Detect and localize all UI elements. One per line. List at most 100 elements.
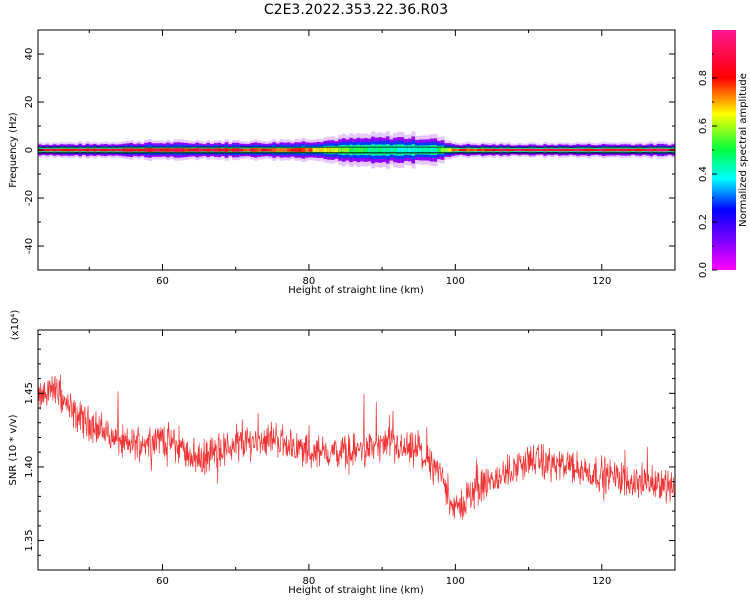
spectrogram-cell <box>491 148 497 152</box>
spectrogram-cell <box>411 146 416 154</box>
snr-x-tick-label: 60 <box>156 576 169 587</box>
spectrogram-cell <box>528 148 533 152</box>
spectrogram-cell <box>378 146 383 154</box>
spectrogram-cell <box>268 148 273 152</box>
spectrogram-cell <box>63 148 68 152</box>
chart-title: C2E3.2022.353.22.36.R03 <box>263 2 449 18</box>
spectrogram-cell <box>550 148 555 152</box>
spectrogram-cell <box>78 148 83 152</box>
spectrogram-cell <box>275 148 281 152</box>
spectrogram-cell <box>290 148 295 152</box>
spectrogram-cell <box>70 148 76 152</box>
snr-line <box>37 374 675 520</box>
spectrogram-cell <box>638 148 643 152</box>
spectrogram-cell <box>469 148 475 152</box>
spectrogram-cell <box>356 147 361 153</box>
snr-frame <box>37 329 676 571</box>
spectrogram-cell <box>466 148 471 152</box>
spectrogram-cell <box>81 148 86 152</box>
spectrogram-x-tick-label: 120 <box>592 276 611 287</box>
spectrogram-cell <box>422 147 427 153</box>
spectrogram-cell <box>305 148 310 152</box>
snr-y-multiplier: (x10⁴) <box>10 310 21 341</box>
spectrogram-cell <box>45 148 50 152</box>
spectrogram-cell <box>360 147 365 153</box>
snr-x-tick-label: 100 <box>446 576 465 587</box>
spectrogram-cell <box>100 148 105 152</box>
spectrogram-cell <box>517 148 522 152</box>
spectrogram-cell <box>133 148 138 152</box>
spectrogram-cell <box>341 147 346 153</box>
spectrogram-cell <box>107 148 112 152</box>
spectrogram-cell <box>224 148 229 152</box>
spectrogram-cell <box>565 148 570 152</box>
spectrogram-y-tick-label: 0 <box>24 147 35 153</box>
snr-series <box>37 374 675 520</box>
spectrogram-x-tick-label: 60 <box>156 276 169 287</box>
snr-x-label: Height of straight line (km) <box>288 585 424 596</box>
spectrogram-cell <box>374 147 379 153</box>
spectrogram-cell <box>502 148 507 152</box>
spectrogram-cell <box>96 148 101 152</box>
spectrogram-cell <box>297 148 302 152</box>
colorbar-tick-label: 0.0 <box>698 262 709 278</box>
spectrogram-cell <box>184 148 189 152</box>
spectrogram-cell <box>426 147 431 153</box>
spectrogram-cell <box>162 148 167 152</box>
spectrogram-cell <box>448 148 453 152</box>
spectrogram-cell <box>587 148 592 152</box>
spectrogram-cell <box>583 148 588 152</box>
spectrogram-cell <box>272 148 277 152</box>
spectrogram-cell <box>246 148 251 152</box>
spectrogram-cell <box>243 148 248 152</box>
spectrogram-cell <box>535 148 540 152</box>
spectrogram-cell <box>404 147 409 153</box>
colorbar-tick-label: 0.4 <box>698 166 709 182</box>
spectrogram-cell <box>418 147 423 153</box>
spectrogram-cell <box>601 148 606 152</box>
spectrogram-cell <box>59 148 65 152</box>
spectrogram-cell <box>319 148 324 152</box>
spectrogram-cell <box>437 147 442 153</box>
spectrogram-axes: 60 80 100 120 -40 -20 0 20 40 <box>24 29 676 287</box>
spectrogram-cell <box>239 148 244 152</box>
spectrogram-cell <box>627 148 632 152</box>
spectrogram-cell <box>389 147 394 153</box>
spectrogram-cell <box>125 148 130 152</box>
spectrogram-cell <box>217 148 222 152</box>
spectrogram-cell <box>345 147 350 153</box>
snr-y-tick-label: 1.45 <box>24 382 35 404</box>
spectrogram-cell <box>455 148 460 152</box>
spectrogram-cell <box>371 146 376 154</box>
spectrogram-cell <box>616 148 621 152</box>
spectrogram-cell <box>334 147 339 153</box>
spectrogram-cell <box>532 148 537 152</box>
spectrogram-cell <box>367 147 372 153</box>
spectrogram-cell <box>459 148 464 152</box>
spectrogram-cell <box>495 148 500 152</box>
spectrogram-cell <box>250 148 255 152</box>
spectrogram-cell <box>177 148 182 152</box>
spectrogram-cell <box>221 148 226 152</box>
spectrogram-cell <box>477 148 482 152</box>
spectrogram-cell <box>462 148 467 152</box>
spectrogram-y-label: Frequency (Hz) <box>8 112 19 188</box>
spectrogram-cell <box>312 148 317 152</box>
spectrogram-cell <box>594 148 599 152</box>
spectrogram-cell <box>642 148 647 152</box>
spectrogram-cell <box>609 148 614 152</box>
snr-axes: 60 80 100 120 1.35 1.40 1.45 <box>24 330 676 587</box>
spectrogram-cell <box>451 148 456 152</box>
spectrogram-cell <box>612 148 617 152</box>
spectrogram-cell <box>407 147 412 153</box>
spectrogram-cell <box>144 148 149 152</box>
spectrogram-cell <box>308 148 313 152</box>
spectrogram-cell <box>210 148 215 152</box>
spectrogram-cell <box>147 148 152 152</box>
colorbar: 0.0 0.2 0.4 0.6 0.8 Normalized spectral ampl… <box>698 30 749 278</box>
snr-y-tick-label: 1.40 <box>24 456 35 478</box>
spectrogram-cell <box>129 148 134 152</box>
spectrogram-cell <box>349 147 354 153</box>
spectrogram-cell <box>631 148 636 152</box>
spectrogram-cell <box>180 148 185 152</box>
